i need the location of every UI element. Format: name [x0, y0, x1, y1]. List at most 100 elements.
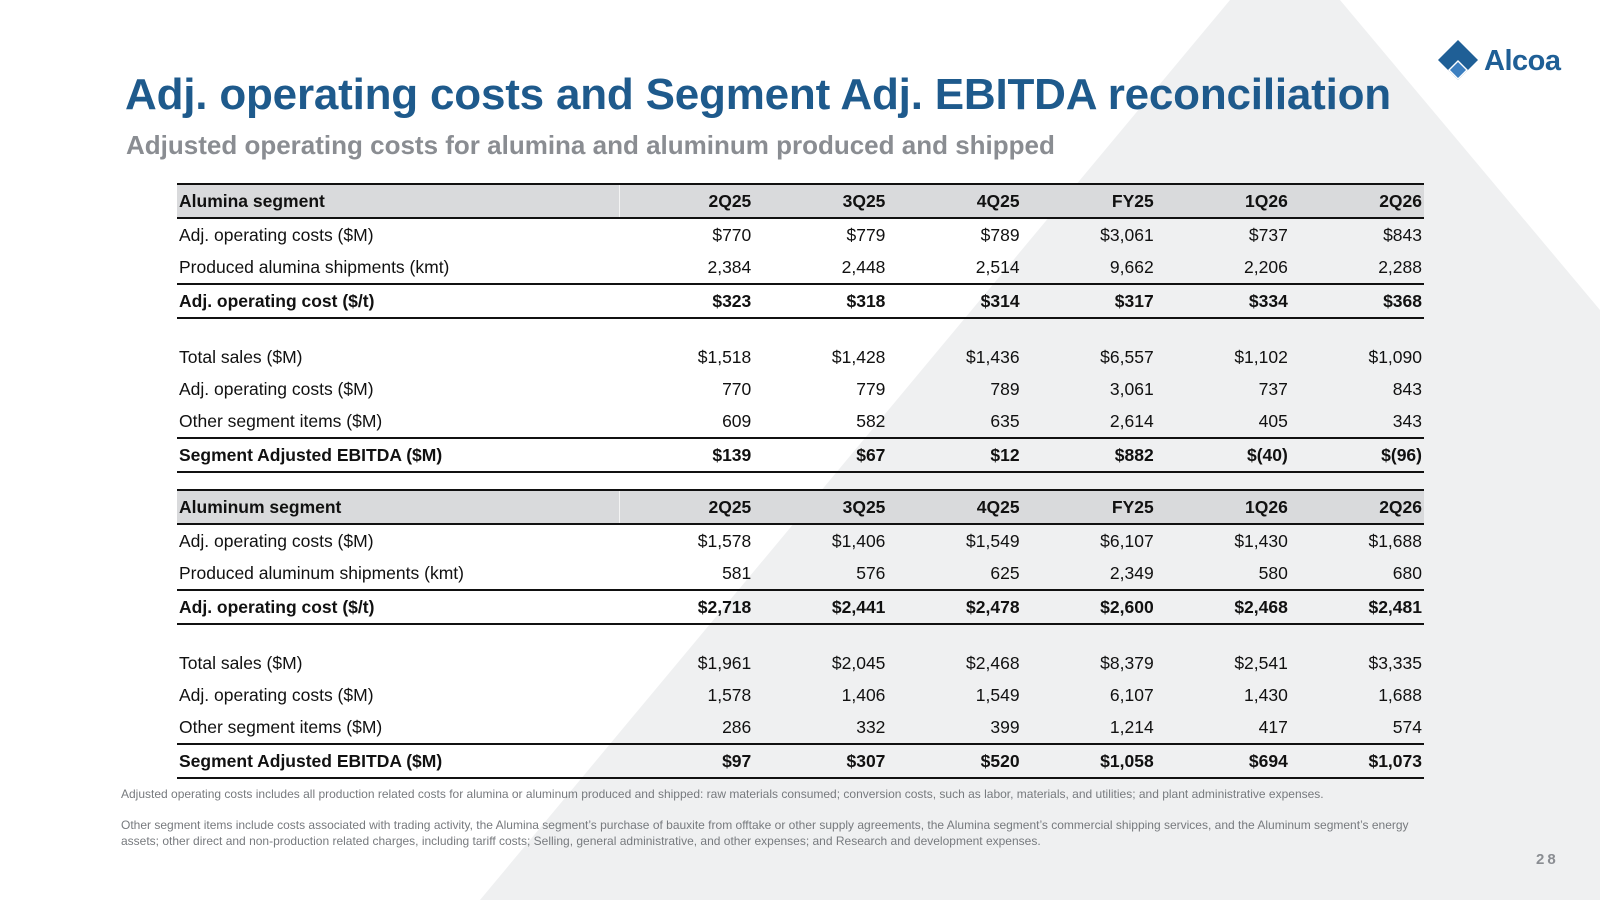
- row-label: Total sales ($M): [179, 652, 303, 673]
- cell-value: $8,379: [1100, 652, 1154, 673]
- cell-value: $317: [1021, 283, 1156, 319]
- row-label: Adj. operating costs ($M): [179, 530, 374, 551]
- cell-value: 2,288: [1378, 256, 1422, 277]
- page-number: 28: [1536, 851, 1559, 868]
- cell-value: 417: [1258, 716, 1288, 737]
- spacer-row: [177, 318, 1424, 341]
- alcoa-logo-text: Alcoa: [1484, 44, 1561, 77]
- cell-value: 343: [1392, 410, 1422, 431]
- row-label: Adj. operating costs ($M): [179, 224, 374, 245]
- period-header: 2Q25: [619, 183, 754, 219]
- cell-value: 399: [990, 716, 1020, 737]
- cell-value: 2,384: [707, 256, 752, 277]
- row-label: Produced aluminum shipments (kmt): [179, 562, 464, 583]
- cell-value: $1,436: [966, 346, 1020, 367]
- cell-value: 576: [856, 562, 886, 583]
- cell-value: 1,578: [707, 684, 752, 705]
- alcoa-logo: Alcoa: [1434, 38, 1561, 84]
- segment-name: Aluminum segment: [177, 489, 620, 525]
- footnote-adjusted-operating-costs: Adjusted operating costs includes all pr…: [121, 787, 1324, 801]
- cell-value: $307: [753, 743, 888, 779]
- cell-value: $882: [1021, 437, 1156, 473]
- period-header: 1Q26: [1155, 489, 1290, 525]
- cell-value: 2,349: [1109, 562, 1154, 583]
- cell-value: $(40): [1155, 437, 1290, 473]
- cell-value: $3,061: [1100, 224, 1154, 245]
- table-row: Other segment items ($M) 609 582 635 2,614 40…: [177, 405, 1424, 438]
- table-row: Total sales ($M) $1,518 $1,428 $1,436 $6,557…: [177, 341, 1424, 373]
- cell-value: $2,481: [1289, 589, 1424, 625]
- row-label: Segment Adjusted EBITDA ($M): [177, 437, 620, 473]
- cell-value: $520: [887, 743, 1022, 779]
- table-row: Adj. operating costs ($M) 770 779 789 3,061 7…: [177, 373, 1424, 405]
- cell-value: $2,441: [753, 589, 888, 625]
- table-header-row: Aluminum segment 2Q25 3Q25 4Q25 FY25 1Q26 2Q26: [177, 489, 1424, 525]
- period-header: FY25: [1021, 183, 1156, 219]
- period-header: 3Q25: [753, 183, 888, 219]
- page-subtitle: Adjusted operating costs for alumina and…: [126, 130, 1055, 160]
- cell-value: 625: [990, 562, 1020, 583]
- alcoa-logo-mark-icon: [1438, 40, 1478, 80]
- cell-value: $12: [887, 437, 1022, 473]
- row-label: Adj. operating costs ($M): [179, 684, 374, 705]
- cell-value: $6,107: [1100, 530, 1154, 551]
- cell-value: $3,335: [1368, 652, 1422, 673]
- cell-value: $2,045: [831, 652, 886, 673]
- cell-value: $2,718: [619, 589, 754, 625]
- row-label: Adj. operating cost ($/t): [177, 589, 620, 625]
- cell-value: 770: [722, 378, 752, 399]
- cell-value: $1,688: [1368, 530, 1422, 551]
- period-header: 2Q26: [1289, 183, 1424, 219]
- cell-value: $779: [846, 224, 886, 245]
- table-row: Other segment items ($M) 286 332 399 1,214 41…: [177, 711, 1424, 744]
- cell-value: 1,549: [975, 684, 1020, 705]
- cell-value: $1,090: [1368, 346, 1422, 367]
- cell-value: $1,430: [1234, 530, 1288, 551]
- alumina-segment-table: Alumina segment 2Q25 3Q25 4Q25 FY25 1Q26 2Q26 A…: [177, 183, 1424, 473]
- period-header: 4Q25: [887, 489, 1022, 525]
- cell-value: 405: [1258, 410, 1288, 431]
- table-row: Adj. operating costs ($M) $770 $779 $789 $3,…: [177, 218, 1424, 251]
- row-label: Produced alumina shipments (kmt): [179, 256, 450, 277]
- cell-value: $67: [753, 437, 888, 473]
- cell-value: $843: [1383, 224, 1422, 245]
- cell-value: 1,406: [841, 684, 886, 705]
- cell-value: $318: [753, 283, 888, 319]
- cell-value: $368: [1289, 283, 1424, 319]
- table-row: Total sales ($M) $1,961 $2,045 $2,468 $8,379…: [177, 647, 1424, 679]
- cell-value: $1,058: [1021, 743, 1156, 779]
- period-header: 1Q26: [1155, 183, 1290, 219]
- cell-value: $1,578: [697, 530, 752, 551]
- cell-value: $770: [712, 224, 752, 245]
- cell-value: 2,514: [975, 256, 1020, 277]
- cell-value: $1,073: [1289, 743, 1424, 779]
- cell-value: $334: [1155, 283, 1290, 319]
- period-header: 3Q25: [753, 489, 888, 525]
- cell-value: 286: [722, 716, 752, 737]
- cell-value: 332: [856, 716, 886, 737]
- cell-value: 1,430: [1244, 684, 1288, 705]
- total-row: Segment Adjusted EBITDA ($M) $97 $307 $520 $…: [177, 743, 1424, 779]
- row-label: Other segment items ($M): [179, 716, 383, 737]
- cell-value: $694: [1155, 743, 1290, 779]
- cell-value: $789: [980, 224, 1020, 245]
- total-row: Adj. operating cost ($/t) $323 $318 $314 $31…: [177, 283, 1424, 319]
- cell-value: 6,107: [1109, 684, 1154, 705]
- cell-value: $1,428: [831, 346, 886, 367]
- cell-value: $2,478: [887, 589, 1022, 625]
- period-header: 2Q25: [619, 489, 754, 525]
- row-label: Total sales ($M): [179, 346, 303, 367]
- cell-value: 582: [856, 410, 886, 431]
- cell-value: 9,662: [1109, 256, 1154, 277]
- cell-value: 680: [1392, 562, 1422, 583]
- cell-value: 581: [722, 562, 752, 583]
- cell-value: 789: [990, 378, 1020, 399]
- row-label: Segment Adjusted EBITDA ($M): [177, 743, 620, 779]
- table-header-row: Alumina segment 2Q25 3Q25 4Q25 FY25 1Q26 2Q26: [177, 183, 1424, 219]
- cell-value: $1,406: [831, 530, 886, 551]
- row-label: Adj. operating costs ($M): [179, 378, 374, 399]
- cell-value: 2,614: [1109, 410, 1154, 431]
- footnote-other-segment-items: Other segment items include costs associ…: [121, 818, 1409, 848]
- total-row: Segment Adjusted EBITDA ($M) $139 $67 $12 $8…: [177, 437, 1424, 473]
- table-row: Produced alumina shipments (kmt) 2,384 2,4…: [177, 251, 1424, 284]
